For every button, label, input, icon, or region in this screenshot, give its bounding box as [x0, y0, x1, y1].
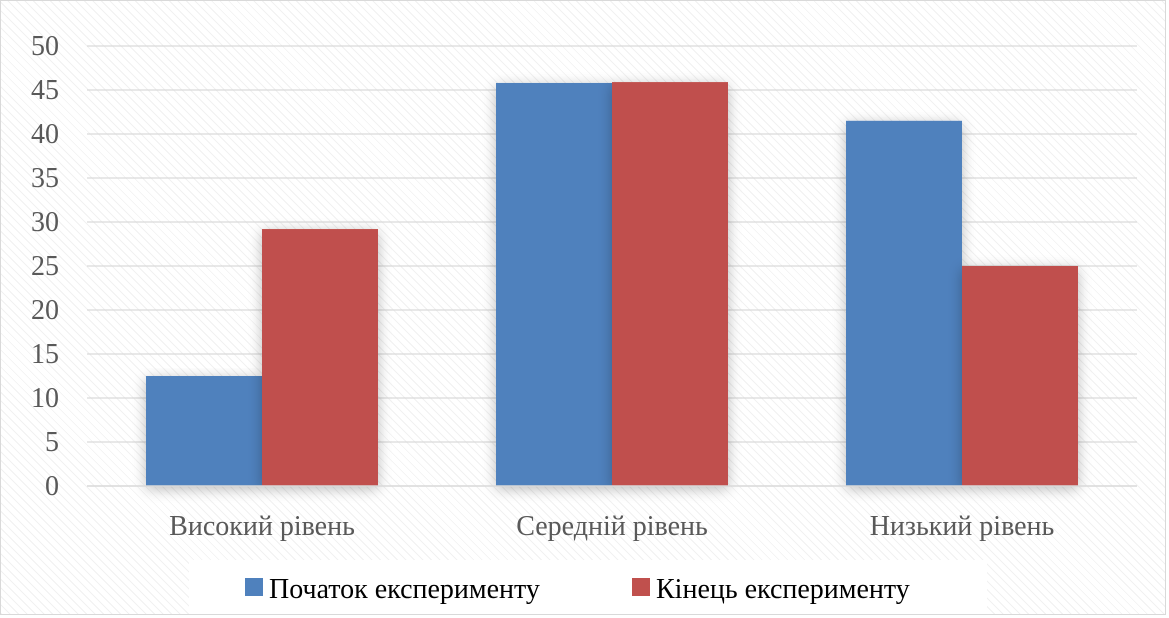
legend-label-1: Кінець експерименту	[656, 574, 910, 605]
bar-end-2	[962, 266, 1078, 486]
y-axis-tick-labels: 0 5 10 15 20 25 30 35 40 45 50	[31, 31, 59, 502]
y-tick-label: 5	[45, 427, 59, 458]
bar-start-2	[846, 120, 962, 487]
category-label: Високий рівень	[169, 511, 355, 542]
legend-background	[189, 560, 987, 614]
y-tick-label: 25	[31, 251, 59, 282]
y-tick-label: 0	[45, 471, 59, 502]
legend-swatch-1	[632, 578, 650, 596]
legend: Початок експерименту Кінець експерименту	[189, 560, 987, 614]
y-tick-label: 15	[31, 339, 59, 370]
legend-swatch-0	[245, 578, 263, 596]
category-label: Низький рівень	[870, 511, 1055, 542]
bar-end-1	[612, 82, 728, 486]
y-tick-label: 40	[31, 119, 59, 150]
bar-start-1	[496, 82, 612, 487]
category-label: Середній рівень	[516, 511, 708, 542]
y-tick-label: 45	[31, 75, 59, 106]
legend-label-0: Початок експерименту	[269, 574, 540, 605]
y-tick-label: 30	[31, 207, 59, 238]
bars	[146, 82, 1078, 487]
y-tick-label: 10	[31, 383, 59, 414]
bar-start-0	[146, 376, 262, 486]
x-axis-category-labels: Високий рівень Середній рівень Низький рів…	[169, 511, 1054, 542]
bar-end-0	[262, 229, 378, 487]
y-tick-label: 35	[31, 163, 59, 194]
y-tick-label: 20	[31, 295, 59, 326]
y-tick-label: 50	[31, 31, 59, 62]
